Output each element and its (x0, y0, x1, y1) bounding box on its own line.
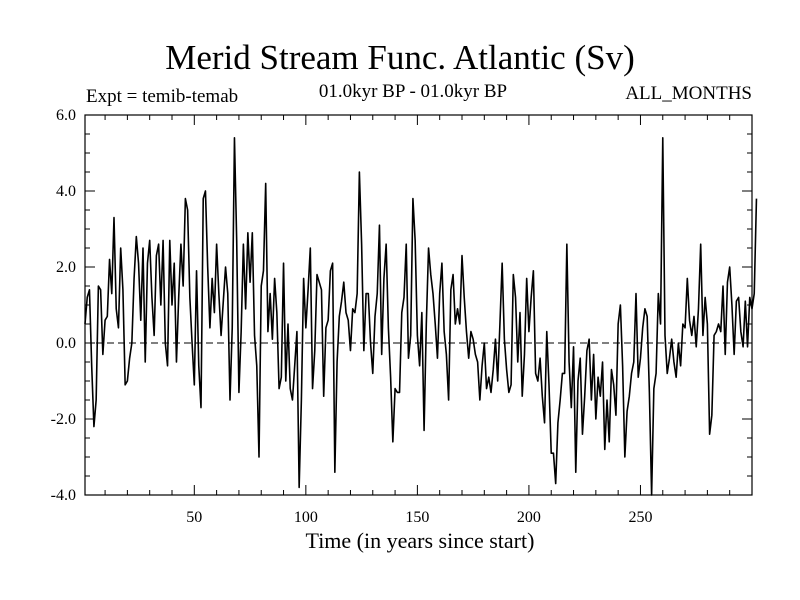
y-tick-label: 6.0 (56, 107, 76, 124)
x-tick-label: 250 (628, 509, 652, 526)
y-tick-label: -4.0 (51, 487, 76, 504)
x-tick-label: 150 (405, 509, 429, 526)
y-tick-label: 2.0 (56, 259, 76, 276)
period-label: 01.0kyr BP - 01.0kyr BP (318, 81, 508, 102)
series-line-0 (84, 137, 758, 496)
y-tick-label: 0.0 (56, 335, 76, 352)
x-axis-label: Time (in years since start) (305, 528, 535, 553)
months-label: ALL_MONTHS (625, 83, 752, 104)
y-tick-label: -2.0 (51, 411, 76, 428)
plot-frame (84, 114, 753, 496)
chart-title: Merid Stream Func. Atlantic (Sv) (165, 38, 635, 77)
x-tick-label: 100 (294, 509, 318, 526)
series-layer (84, 137, 758, 496)
x-tick-label: 200 (517, 509, 541, 526)
y-tick-label: 4.0 (56, 183, 76, 200)
x-tick-label: 50 (186, 509, 202, 526)
experiment-label: Expt = temib-temab (86, 86, 239, 107)
axis-layer: 50 100 150 200 250 -4.0 -2.0 0.0 2.0 4.0 6.0 (51, 107, 753, 526)
